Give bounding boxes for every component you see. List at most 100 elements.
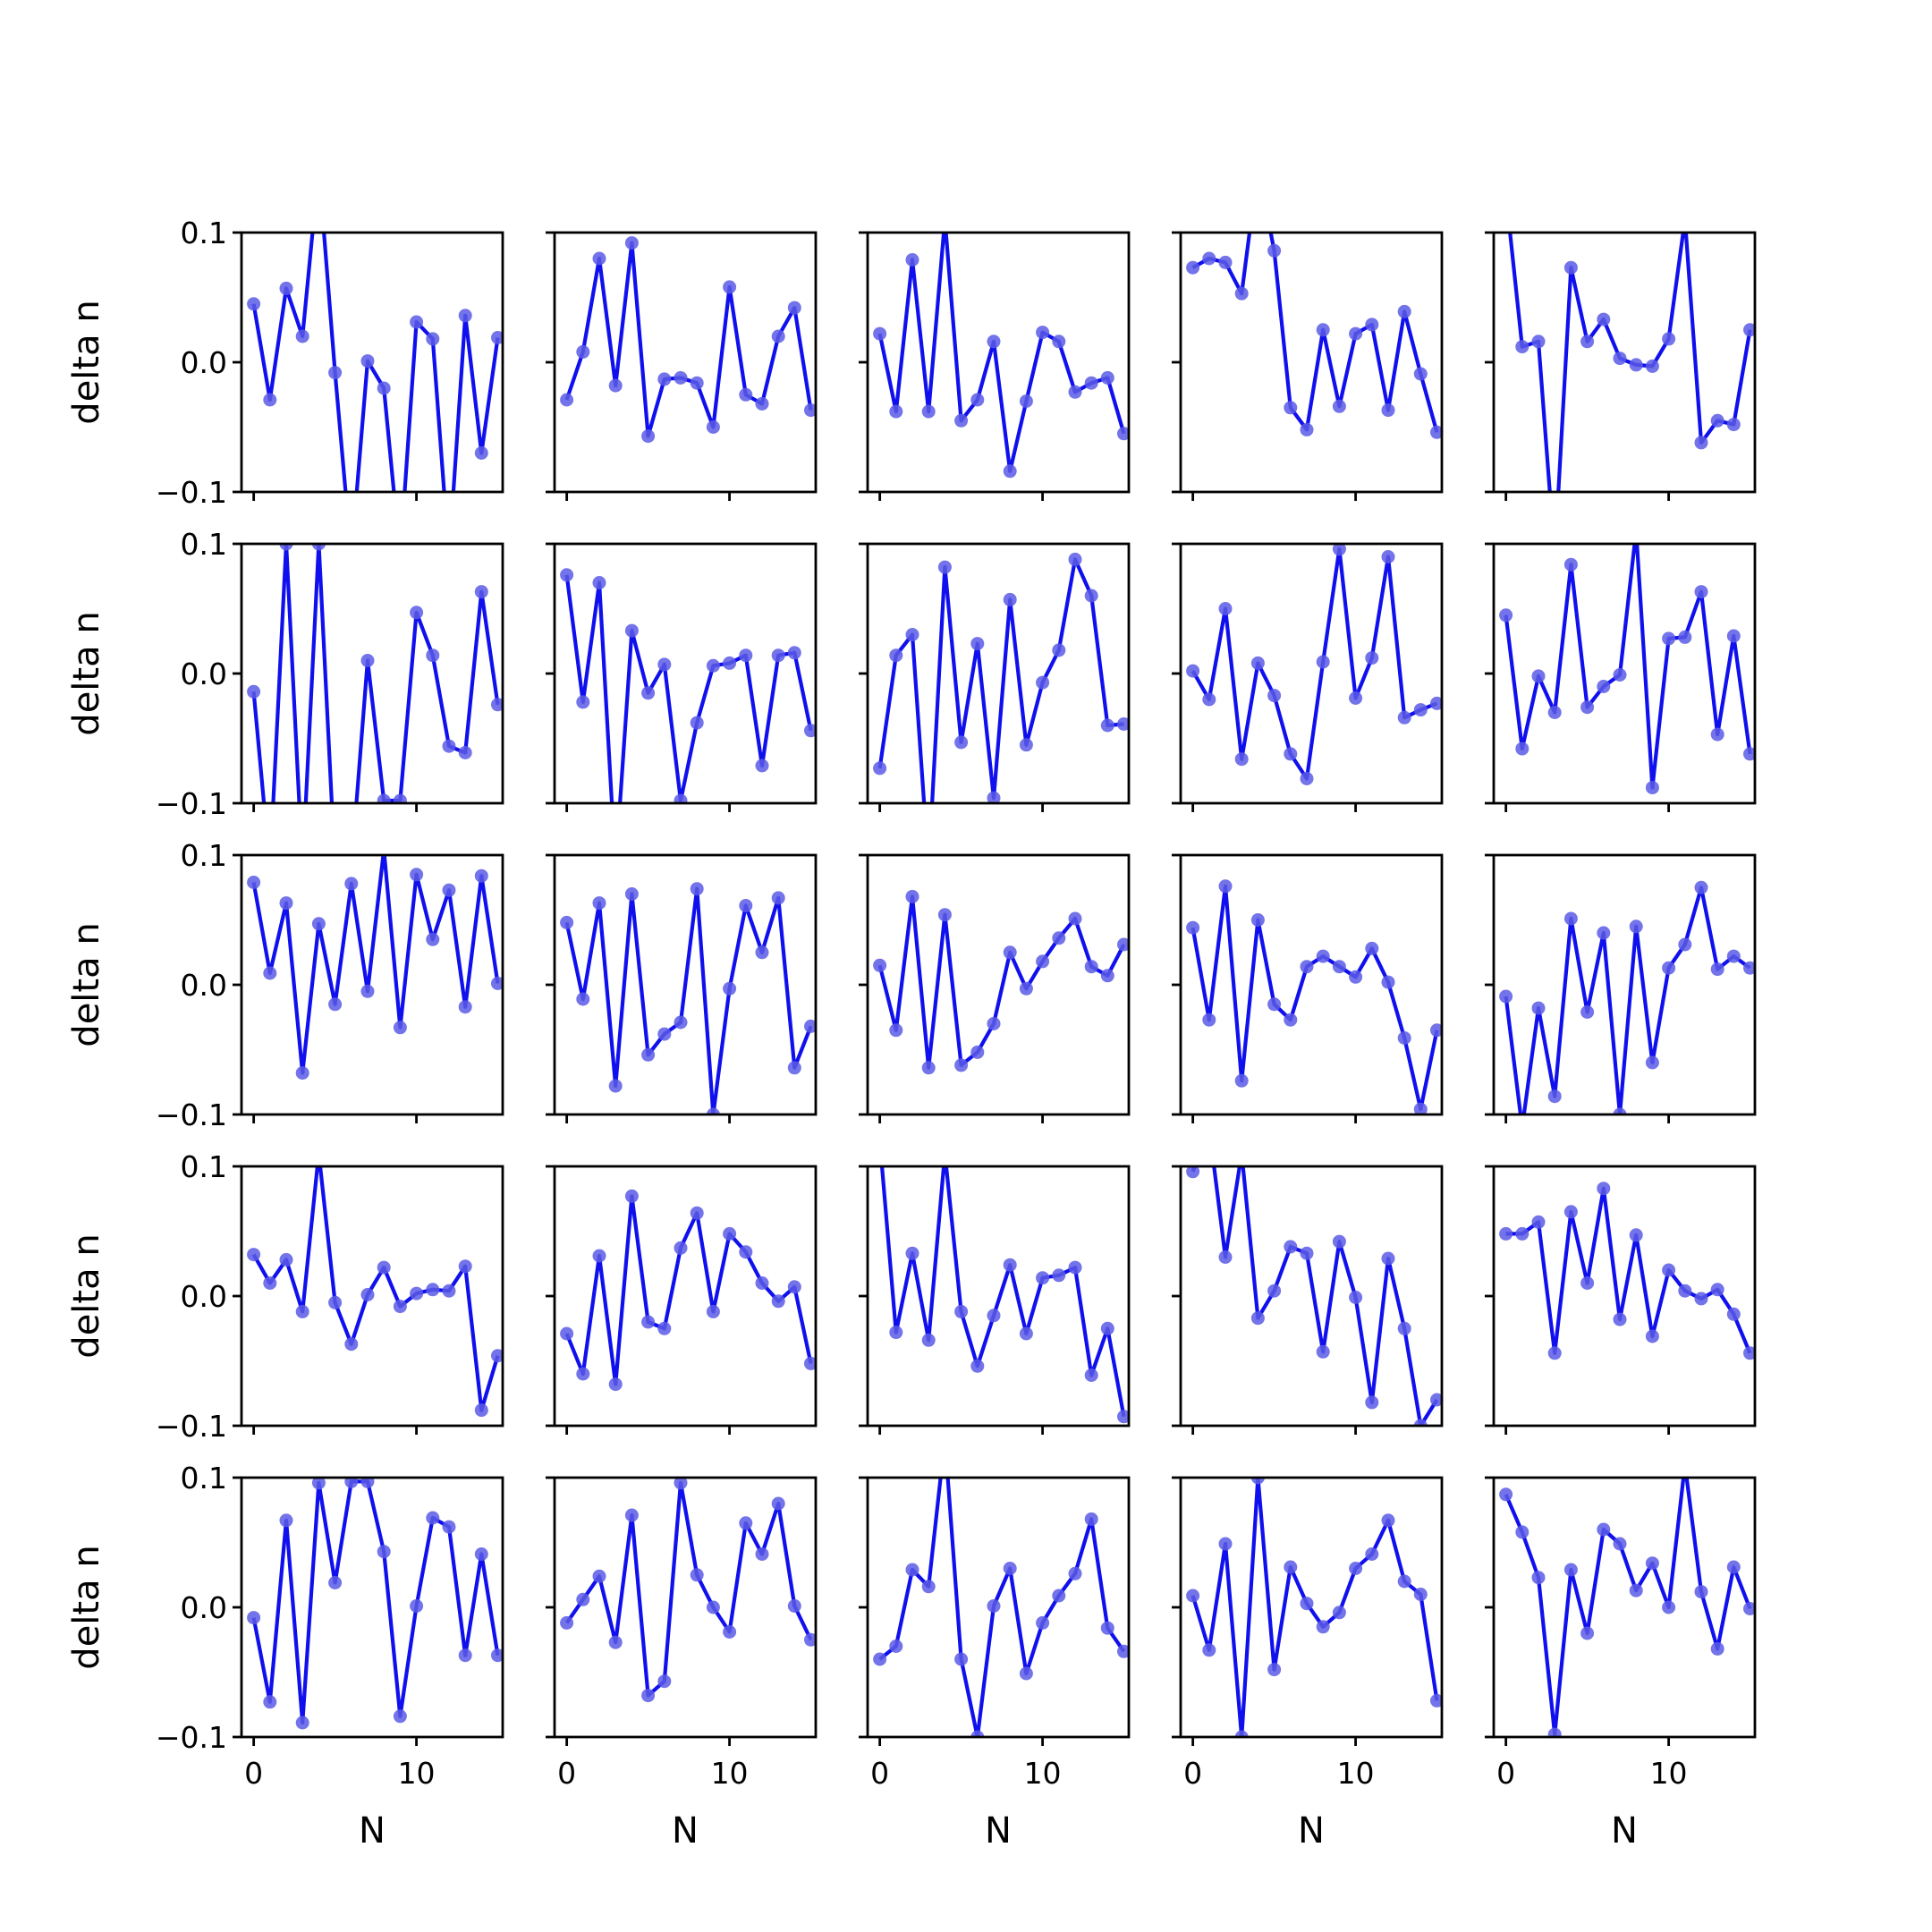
- data-point: [804, 1632, 816, 1647]
- data-point: [1413, 703, 1428, 717]
- data-point: [491, 698, 503, 712]
- data-point: [1694, 436, 1708, 450]
- data-point: [1515, 1226, 1530, 1241]
- data-point: [296, 861, 309, 875]
- plot-area: [1499, 1182, 1755, 1360]
- data-point: [491, 1648, 503, 1663]
- data-point: [1003, 945, 1017, 960]
- data-point: [706, 658, 720, 673]
- data-point: [922, 861, 936, 875]
- subplot-r2-c1: [546, 853, 818, 1123]
- series-line: [1191, 884, 1439, 1112]
- data-point: [1547, 1727, 1562, 1737]
- data-point: [954, 1652, 969, 1666]
- y-tick-label: 0.1: [181, 527, 227, 562]
- data-point: [311, 544, 326, 551]
- data-point: [1100, 969, 1114, 983]
- data-point: [1234, 752, 1249, 767]
- data-point: [1349, 970, 1363, 984]
- data-point: [1234, 1073, 1249, 1088]
- data-point: [1218, 1537, 1233, 1551]
- data-point: [1117, 427, 1129, 441]
- data-point: [1300, 422, 1314, 436]
- data-point: [458, 1259, 472, 1274]
- data-point: [1613, 1537, 1627, 1551]
- subplot-r3-c3: [1172, 1165, 1444, 1435]
- data-point: [1629, 358, 1643, 372]
- data-point: [1710, 962, 1724, 977]
- data-point: [458, 746, 472, 759]
- data-point: [1499, 1226, 1513, 1241]
- data-point: [410, 1286, 424, 1301]
- data-point: [474, 446, 488, 460]
- data-point: [1019, 738, 1033, 752]
- data-point: [592, 1249, 606, 1263]
- data-point: [1662, 1263, 1676, 1277]
- data-point: [987, 791, 1001, 803]
- data-point: [377, 1545, 391, 1559]
- data-point: [1218, 602, 1233, 615]
- series-line: [251, 544, 500, 803]
- data-point: [657, 657, 672, 672]
- data-point: [458, 1648, 472, 1663]
- data-point: [657, 1027, 672, 1041]
- data-point: [1662, 332, 1676, 346]
- data-point: [1365, 651, 1379, 665]
- data-point: [1743, 1602, 1755, 1615]
- data-point: [1019, 1666, 1033, 1681]
- axes-frame: [240, 1476, 504, 1739]
- data-point: [1629, 1583, 1643, 1597]
- series-line: [564, 886, 813, 1114]
- x-axis-label: N: [359, 1810, 386, 1852]
- data-point: [474, 585, 488, 599]
- data-point: [1726, 1307, 1741, 1321]
- data-point: [312, 161, 326, 174]
- data-point: [624, 1189, 639, 1203]
- subplot-r4-c0: −0.1 0.0 0.1 0 10: [156, 1461, 504, 1791]
- data-point: [344, 861, 358, 875]
- data-point: [360, 984, 375, 998]
- x-tick-label: 10: [1024, 1756, 1062, 1791]
- data-point: [1218, 1250, 1233, 1264]
- data-point: [954, 413, 969, 428]
- data-point: [1597, 1522, 1611, 1537]
- plot-area: [1508, 233, 1755, 492]
- data-point: [279, 281, 293, 295]
- y-tick-label: −0.1: [156, 786, 227, 821]
- data-point: [1284, 1560, 1298, 1574]
- data-point: [921, 1061, 936, 1075]
- data-point: [394, 550, 407, 564]
- data-point: [1084, 589, 1098, 603]
- data-point: [1186, 1166, 1200, 1179]
- plot-area: [247, 544, 503, 875]
- data-point: [1365, 1547, 1379, 1561]
- y-axis-label: delta n: [66, 300, 107, 424]
- series-line: [564, 1194, 813, 1386]
- data-point: [1117, 1410, 1129, 1424]
- series-line: [878, 1478, 1126, 1737]
- data-point: [312, 1147, 326, 1160]
- data-point: [1726, 418, 1741, 432]
- subplot-r4-c3: 0 10: [1172, 1476, 1444, 1791]
- data-point: [755, 1547, 769, 1561]
- series-line: [1504, 886, 1751, 1114]
- data-point: [1397, 1031, 1411, 1045]
- data-point: [1430, 696, 1442, 710]
- data-point: [1597, 1182, 1611, 1196]
- data-point: [987, 335, 1001, 349]
- data-point: [410, 868, 424, 882]
- data-point: [970, 1730, 985, 1737]
- data-point: [1100, 370, 1114, 385]
- data-point: [889, 1326, 903, 1340]
- data-point: [1430, 1693, 1442, 1707]
- data-point: [723, 280, 737, 294]
- data-point: [787, 1061, 801, 1075]
- data-point: [1430, 425, 1442, 439]
- data-point: [1630, 524, 1643, 538]
- data-point: [1515, 1121, 1529, 1134]
- data-point: [1316, 323, 1330, 337]
- y-tick-label: −0.1: [156, 475, 227, 510]
- data-point: [1084, 1368, 1098, 1382]
- data-point: [295, 1304, 309, 1318]
- y-axis-label: delta n: [66, 1233, 107, 1358]
